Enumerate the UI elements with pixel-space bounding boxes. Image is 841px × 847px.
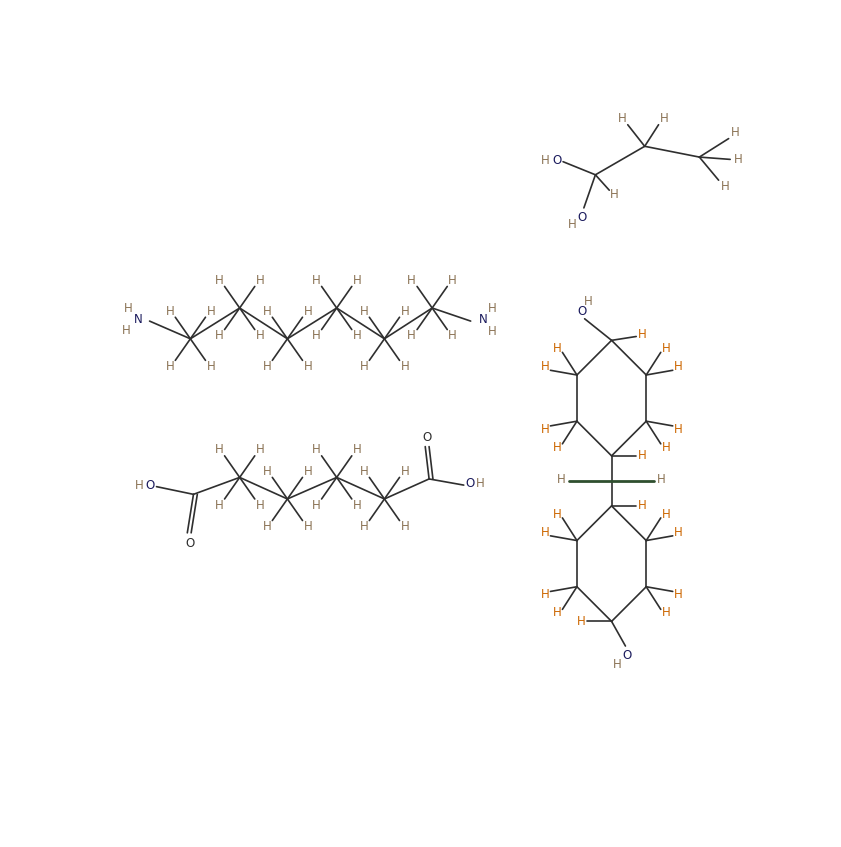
Text: H: H <box>733 153 743 166</box>
Text: H: H <box>541 589 550 601</box>
Text: H: H <box>122 324 131 337</box>
Text: O: O <box>622 649 632 662</box>
Text: H: H <box>135 479 144 491</box>
Text: H: H <box>312 443 320 457</box>
Text: H: H <box>553 342 562 356</box>
Text: N: N <box>134 313 142 326</box>
Text: H: H <box>352 443 362 457</box>
Text: H: H <box>674 589 682 601</box>
Text: H: H <box>304 305 312 318</box>
Text: H: H <box>488 302 496 315</box>
Text: H: H <box>312 329 320 342</box>
Text: H: H <box>214 329 224 342</box>
Text: O: O <box>422 431 431 444</box>
Text: H: H <box>576 615 585 628</box>
Text: H: H <box>448 329 457 342</box>
Text: H: H <box>674 360 682 374</box>
Text: H: H <box>553 440 562 454</box>
Text: H: H <box>638 328 647 340</box>
Text: H: H <box>124 302 132 315</box>
Text: H: H <box>400 360 410 373</box>
Text: H: H <box>262 305 272 318</box>
Text: H: H <box>360 465 368 478</box>
Text: H: H <box>448 274 457 287</box>
Text: H: H <box>557 473 566 486</box>
Text: H: H <box>488 325 496 338</box>
Text: H: H <box>256 443 265 457</box>
Text: O: O <box>185 537 194 550</box>
Text: H: H <box>360 305 368 318</box>
Text: H: H <box>541 360 550 374</box>
Text: H: H <box>611 187 619 201</box>
Text: H: H <box>207 360 215 373</box>
Text: H: H <box>352 499 362 512</box>
Text: H: H <box>659 112 669 125</box>
Text: H: H <box>400 520 410 533</box>
Text: H: H <box>721 180 729 193</box>
Text: H: H <box>662 440 670 454</box>
Text: H: H <box>360 520 368 533</box>
Text: H: H <box>638 500 647 512</box>
Text: H: H <box>476 477 485 490</box>
Text: H: H <box>674 526 682 539</box>
Text: H: H <box>662 342 670 356</box>
Text: H: H <box>730 126 739 139</box>
Text: O: O <box>578 305 587 318</box>
Text: H: H <box>207 305 215 318</box>
Text: H: H <box>304 360 312 373</box>
Text: H: H <box>638 450 647 462</box>
Text: H: H <box>166 360 174 373</box>
Text: H: H <box>262 520 272 533</box>
Text: H: H <box>214 443 224 457</box>
Text: H: H <box>312 274 320 287</box>
Text: H: H <box>662 606 670 619</box>
Text: H: H <box>214 499 224 512</box>
Text: H: H <box>407 274 416 287</box>
Text: H: H <box>407 329 416 342</box>
Text: H: H <box>400 465 410 478</box>
Text: H: H <box>541 153 550 167</box>
Text: O: O <box>145 479 155 491</box>
Text: H: H <box>256 499 265 512</box>
Text: H: H <box>674 423 682 436</box>
Text: H: H <box>568 219 577 231</box>
Text: H: H <box>541 423 550 436</box>
Text: H: H <box>618 112 627 125</box>
Text: N: N <box>479 313 488 326</box>
Text: H: H <box>312 499 320 512</box>
Text: H: H <box>214 274 224 287</box>
Text: H: H <box>658 473 666 486</box>
Text: H: H <box>613 658 622 671</box>
Text: H: H <box>352 329 362 342</box>
Text: O: O <box>578 211 587 224</box>
Text: H: H <box>553 508 562 521</box>
Text: H: H <box>352 274 362 287</box>
Text: H: H <box>304 465 312 478</box>
Text: H: H <box>256 329 265 342</box>
Text: H: H <box>360 360 368 373</box>
Text: H: H <box>256 274 265 287</box>
Text: H: H <box>262 465 272 478</box>
Text: H: H <box>400 305 410 318</box>
Text: H: H <box>304 520 312 533</box>
Text: O: O <box>465 477 474 490</box>
Text: H: H <box>166 305 174 318</box>
Text: H: H <box>262 360 272 373</box>
Text: H: H <box>541 526 550 539</box>
Text: H: H <box>662 508 670 521</box>
Text: H: H <box>553 606 562 619</box>
Text: H: H <box>584 296 593 308</box>
Text: O: O <box>553 153 562 167</box>
